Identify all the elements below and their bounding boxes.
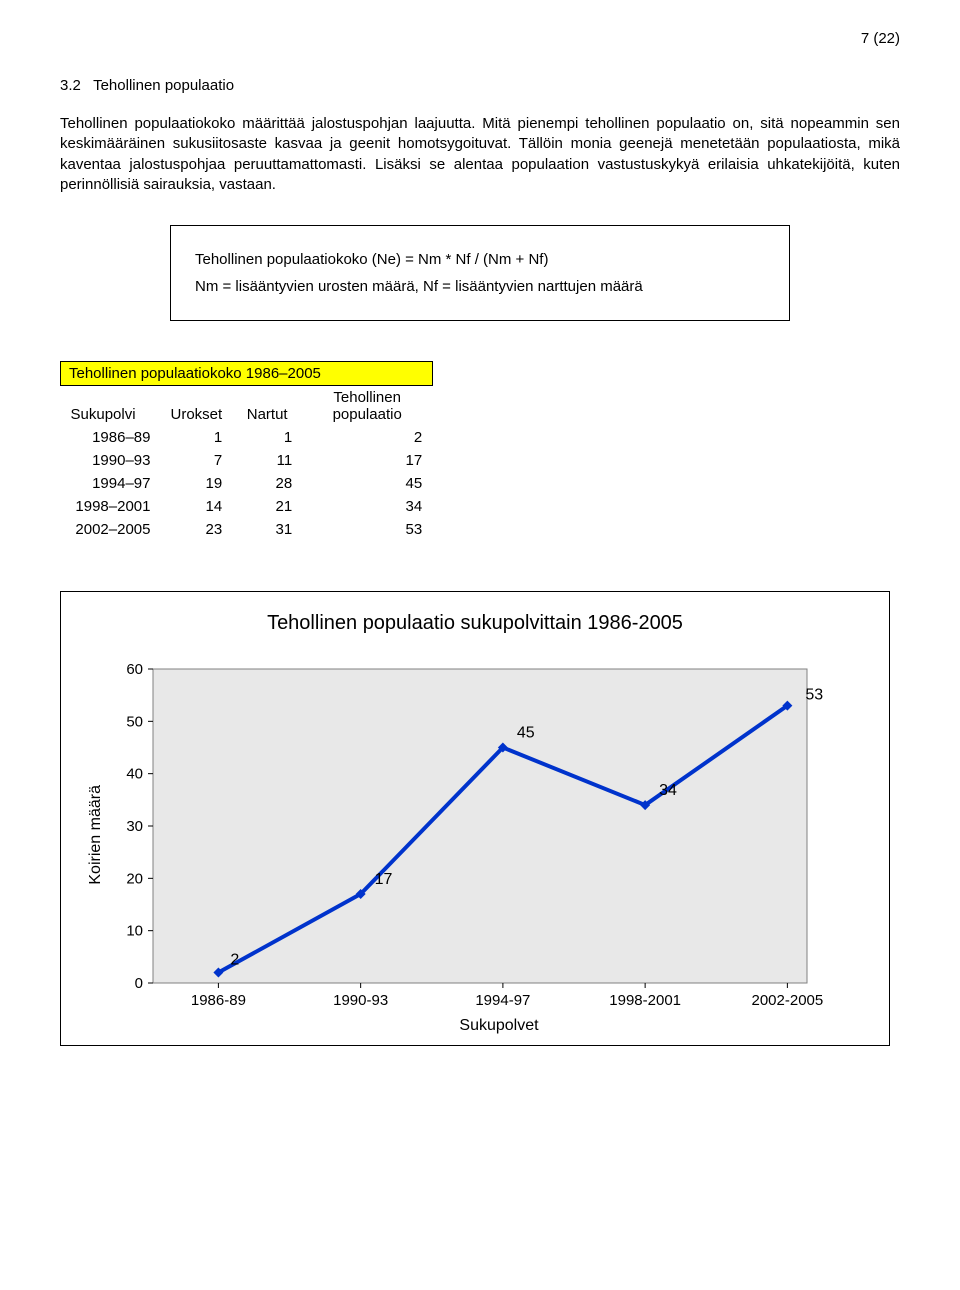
table-cell: 7 — [161, 449, 233, 472]
svg-text:10: 10 — [126, 923, 143, 940]
svg-text:0: 0 — [135, 975, 143, 992]
table-cell: 34 — [302, 495, 432, 518]
formula-line-1: Tehollinen populaatiokoko (Ne) = Nm * Nf… — [195, 246, 765, 273]
table-cell: 23 — [161, 518, 233, 541]
svg-text:50: 50 — [126, 713, 143, 730]
svg-text:45: 45 — [517, 725, 535, 742]
section-title: Tehollinen populaatio — [93, 77, 234, 94]
table-header: Urokset — [161, 386, 233, 427]
table-cell: 2002–2005 — [61, 518, 161, 541]
table-row: 2002–2005233153 — [61, 518, 433, 541]
table-cell: 1 — [232, 426, 302, 449]
table-cell: 19 — [161, 472, 233, 495]
table-cell: 53 — [302, 518, 432, 541]
table-header: Tehollinenpopulaatio — [302, 386, 432, 427]
table-row: 1998–2001142134 — [61, 495, 433, 518]
svg-text:1994-97: 1994-97 — [475, 992, 530, 1009]
table-cell: 28 — [232, 472, 302, 495]
formula-box: Tehollinen populaatiokoko (Ne) = Nm * Nf… — [170, 225, 790, 321]
table-cell: 31 — [232, 518, 302, 541]
svg-text:34: 34 — [659, 782, 677, 799]
table-row: 1990–9371117 — [61, 449, 433, 472]
page-number: 7 (22) — [60, 30, 900, 47]
section-heading: 3.2 Tehollinen populaatio — [60, 77, 900, 94]
svg-text:53: 53 — [805, 687, 823, 704]
svg-text:30: 30 — [126, 818, 143, 835]
svg-text:1990-93: 1990-93 — [333, 992, 388, 1009]
line-chart: 0 10 20 30 40 50 60 1986-89 1990-93 1994-97 1998-2… — [105, 655, 825, 1015]
table-row: 1986–89112 — [61, 426, 433, 449]
population-table: Tehollinen populaatiokoko 1986–2005Sukup… — [60, 361, 433, 541]
body-paragraph: Tehollinen populaatiokoko määrittää jalo… — [60, 114, 900, 195]
table-header: Sukupolvi — [61, 386, 161, 427]
x-axis-label: Sukupolvet — [81, 1017, 869, 1035]
svg-text:60: 60 — [126, 661, 143, 678]
y-axis-label: Koirien määrä — [81, 785, 105, 885]
table-cell: 1986–89 — [61, 426, 161, 449]
chart-title: Tehollinen populaatio sukupolvittain 198… — [81, 612, 869, 635]
table-cell: 45 — [302, 472, 432, 495]
formula-line-2: Nm = lisääntyvien urosten määrä, Nf = li… — [195, 273, 765, 300]
table-cell: 1998–2001 — [61, 495, 161, 518]
table-header: Nartut — [232, 386, 302, 427]
table-cell: 1990–93 — [61, 449, 161, 472]
table-cell: 2 — [302, 426, 432, 449]
table-title: Tehollinen populaatiokoko 1986–2005 — [61, 362, 433, 386]
svg-text:1998-2001: 1998-2001 — [609, 992, 681, 1009]
table-cell: 11 — [232, 449, 302, 472]
table-cell: 1 — [161, 426, 233, 449]
table-row: 1994–97192845 — [61, 472, 433, 495]
svg-text:40: 40 — [126, 766, 143, 783]
svg-text:1986-89: 1986-89 — [191, 992, 246, 1009]
table-cell: 17 — [302, 449, 432, 472]
svg-text:17: 17 — [375, 871, 393, 888]
table-cell: 14 — [161, 495, 233, 518]
table-cell: 21 — [232, 495, 302, 518]
chart-container: Tehollinen populaatio sukupolvittain 198… — [60, 591, 890, 1046]
section-number: 3.2 — [60, 77, 81, 94]
svg-text:20: 20 — [126, 870, 143, 887]
svg-text:2002-2005: 2002-2005 — [752, 992, 824, 1009]
table-cell: 1994–97 — [61, 472, 161, 495]
svg-text:2: 2 — [230, 952, 239, 969]
